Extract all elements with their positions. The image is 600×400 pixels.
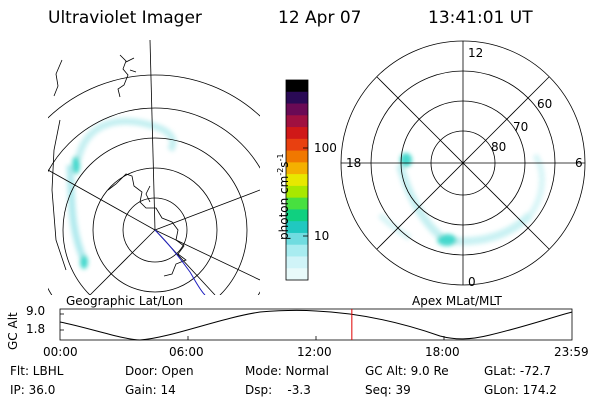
glat-info: GLat: -72.7 [484,364,551,378]
colorbar-band [286,115,308,128]
mlat-label-70: 70 [513,120,529,134]
ip-info: IP: 36.0 [10,383,56,397]
filter-info: Flt: LBHL [10,364,64,378]
dsp-label: Dsp: [245,383,273,397]
observation-date: 12 Apr 07 [278,8,362,28]
dsp-info: Dsp: -3.3 [245,383,311,397]
mlt-label-0: 0 [468,275,476,289]
colorbar-band [286,127,308,140]
colorbar-band [286,268,308,281]
dsp-value: -3.3 [287,383,311,397]
colorbar-band [286,244,308,257]
door-info: Door: Open [125,364,194,378]
sequence-info: Seq: 39 [365,383,411,397]
unit-text: photon cm [277,175,291,240]
time-tick-1800: 18:00 [425,345,460,359]
glon-info: GLon: 174.2 [484,383,557,397]
altitude-ytick-low: 1.8 [26,322,46,336]
mlt-label-12: 12 [468,46,484,60]
time-tick-2359: 23:59 [554,345,589,359]
colorbar-band [286,138,308,152]
altitude-curve [59,309,573,341]
altitude-ytick-high: 9.0 [26,304,46,318]
mlat-label-60: 60 [537,97,553,111]
geographic-panel-label: Geographic Lat/Lon [66,294,184,308]
unit-exp-1: -2 [276,167,285,176]
colorbar-tick-100: 100 [314,141,337,155]
unit-exp-2: -1 [276,153,285,162]
unit-seconds: s [277,161,291,168]
colorbar-band [286,91,308,105]
observation-time: 13:41:01 UT [428,8,533,28]
gain-info: Gain: 14 [125,383,176,397]
time-tick-1200: 12:00 [297,345,332,359]
colorbar-tick-10: 10 [314,229,330,243]
gc-altitude-info: GC Alt: 9.0 Re [365,364,449,378]
time-tick-0600: 06:00 [169,345,204,359]
altitude-ylabel: GC Alt [6,312,20,350]
apex-panel-label: Apex MLat/MLT [412,294,502,308]
instrument-title: Ultraviolet Imager [48,8,202,28]
mlt-label-18: 18 [346,156,362,170]
mode-info: Mode: Normal [245,364,329,378]
time-tick-0000: 00:00 [43,345,78,359]
colorbar-band [286,103,308,116]
colorbar-band [286,256,308,269]
colorbar-unit-label: photon cm-2s-1 [276,153,291,240]
colorbar-band [286,80,308,93]
mlat-label-80: 80 [491,140,507,154]
mlt-label-6: 6 [575,156,583,170]
geographic-grid [48,40,260,295]
